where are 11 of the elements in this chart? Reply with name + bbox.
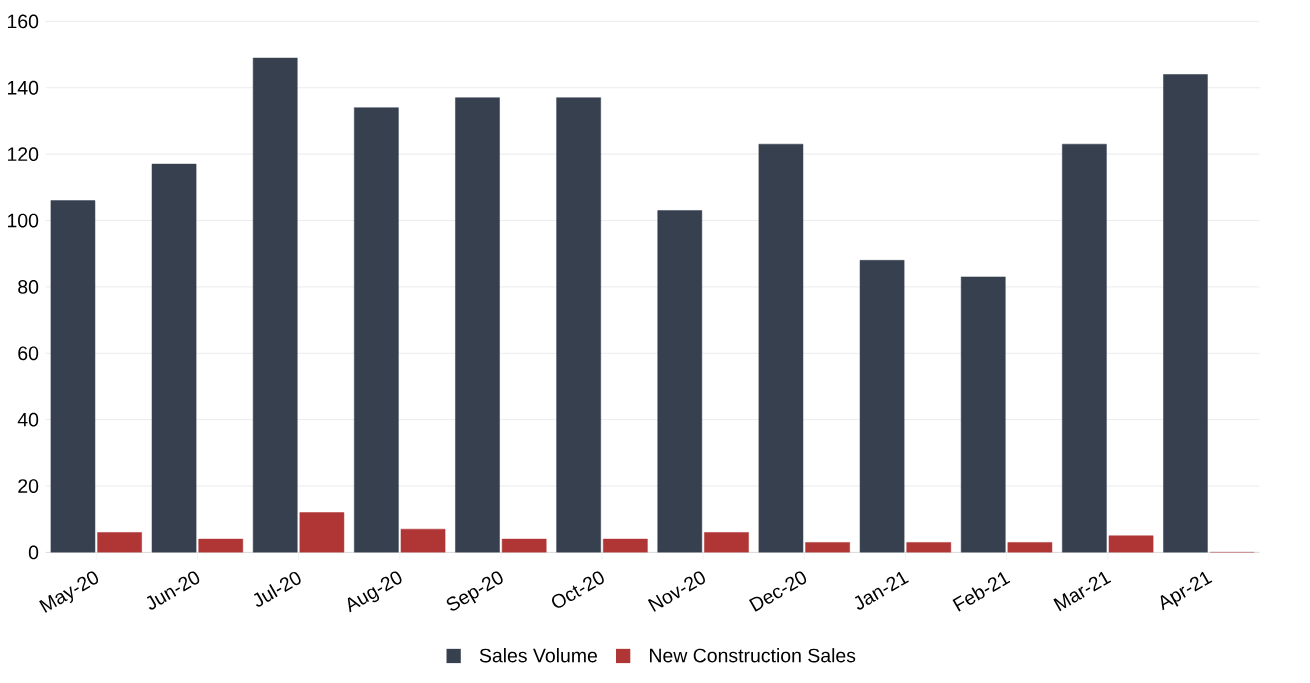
y-tick-label: 40 xyxy=(17,412,39,427)
legend-label: New Construction Sales xyxy=(650,648,856,663)
y-tick-label: 160 xyxy=(7,14,39,29)
y-tick-label: 20 xyxy=(18,479,39,494)
y-tick-label: 0 xyxy=(28,545,39,560)
y-tick-label: 60 xyxy=(18,346,39,361)
y-tick-label: 140 xyxy=(7,81,39,95)
legend-label: Sales Volume xyxy=(479,648,597,663)
y-tick-label: 120 xyxy=(7,147,39,162)
y-tick-label: 100 xyxy=(7,213,39,228)
y-tick-label: 80 xyxy=(18,280,39,294)
